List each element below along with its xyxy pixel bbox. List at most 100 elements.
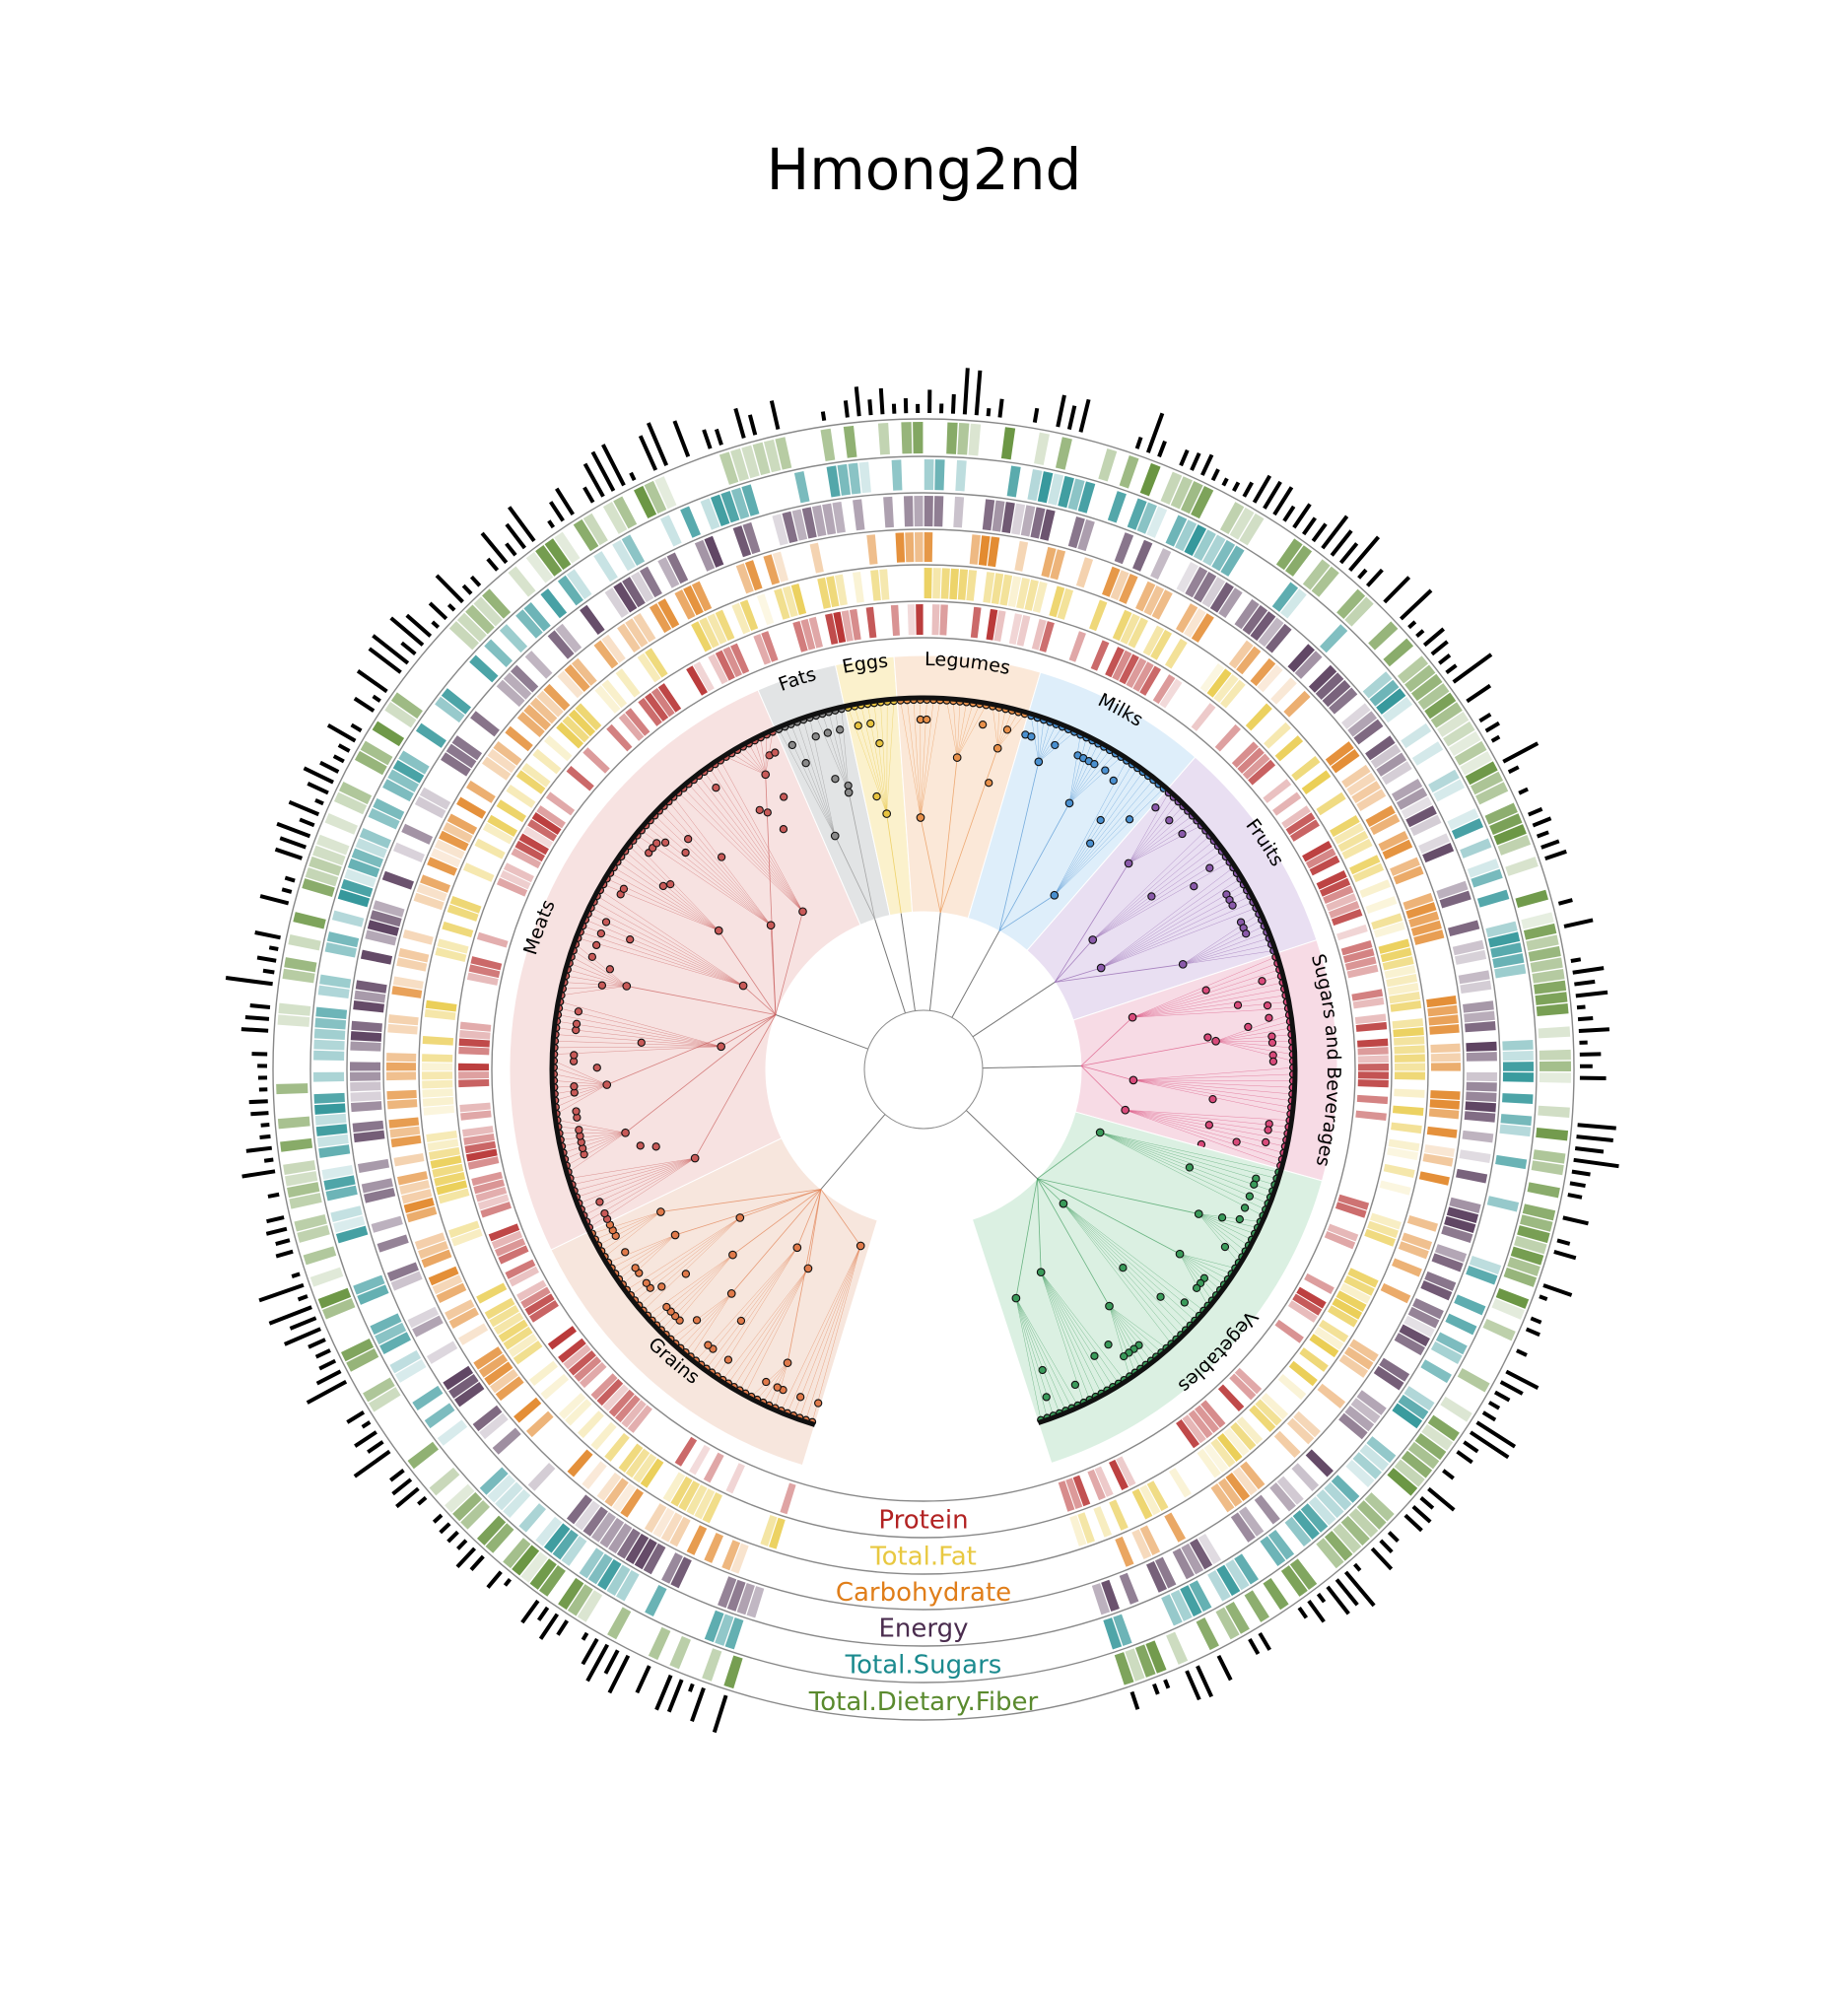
outer-bar bbox=[1578, 1027, 1610, 1034]
outer-bar bbox=[1134, 437, 1143, 449]
ring-cell bbox=[627, 1405, 652, 1433]
ring-energy bbox=[350, 496, 1497, 1618]
outer-bar bbox=[275, 1249, 294, 1259]
ring-cell bbox=[1347, 711, 1378, 737]
internal-node bbox=[622, 982, 632, 991]
ring-cell bbox=[1165, 515, 1188, 547]
ring-cell bbox=[615, 668, 641, 698]
ring-cell bbox=[1270, 677, 1297, 705]
ring-cell bbox=[633, 1453, 657, 1483]
outer-bar bbox=[1196, 1665, 1214, 1698]
ring-cell bbox=[1102, 566, 1121, 597]
leaf-branch bbox=[658, 810, 772, 926]
outer-bar bbox=[263, 1157, 274, 1163]
ring-cell bbox=[817, 577, 832, 609]
ring-cell bbox=[477, 1194, 510, 1210]
ring-cell bbox=[407, 1306, 440, 1329]
ring-cell bbox=[1431, 1253, 1464, 1272]
internal-branch bbox=[739, 1189, 822, 1218]
ring-cell bbox=[386, 1262, 419, 1281]
tree-node bbox=[1232, 1137, 1241, 1146]
outer-bar bbox=[581, 1637, 599, 1666]
leaf-branch bbox=[792, 1245, 861, 1416]
ring-cell bbox=[1427, 1004, 1459, 1017]
ring-cell bbox=[437, 938, 469, 954]
ring-cell bbox=[390, 1134, 422, 1148]
ring-label-energy: Energy bbox=[878, 1615, 968, 1644]
outer-bar bbox=[547, 519, 556, 529]
leaf-branch bbox=[907, 700, 922, 818]
leaf-branch bbox=[805, 1245, 861, 1420]
outer-bar bbox=[1129, 1690, 1140, 1710]
ring-cell bbox=[1323, 885, 1354, 905]
ring-cell bbox=[525, 1410, 554, 1438]
tree-node bbox=[660, 838, 670, 847]
leaf-branch bbox=[621, 856, 719, 931]
ring-cell bbox=[1492, 953, 1525, 969]
ring-cell bbox=[412, 1385, 444, 1410]
ring-cell bbox=[1317, 1383, 1346, 1409]
ring-cell bbox=[1494, 963, 1527, 979]
ring-cell bbox=[503, 862, 534, 883]
ring-cell bbox=[1365, 896, 1398, 914]
leaf-branch bbox=[996, 709, 1006, 749]
leaf-branch bbox=[1062, 1203, 1177, 1340]
outer-bar bbox=[1481, 1410, 1497, 1422]
ring-cell bbox=[1371, 913, 1403, 930]
ring-border bbox=[272, 418, 1575, 1721]
outer-bar bbox=[276, 821, 311, 839]
ring-cell bbox=[1089, 599, 1108, 632]
ring-cell bbox=[719, 451, 739, 485]
tree-node bbox=[1125, 815, 1134, 824]
outer-bar bbox=[432, 1513, 444, 1524]
ring-cell bbox=[1390, 857, 1420, 876]
ring-cell bbox=[1014, 540, 1029, 572]
leaf-branch bbox=[568, 1133, 626, 1173]
ring-cell bbox=[432, 1274, 463, 1295]
outer-bar bbox=[854, 386, 861, 417]
ring-cell bbox=[1110, 570, 1129, 601]
ring-cell bbox=[1316, 1538, 1344, 1569]
ring-cell bbox=[1299, 1347, 1329, 1372]
tree-node bbox=[1201, 986, 1210, 995]
ring-cell bbox=[1521, 912, 1554, 929]
internal-node bbox=[1175, 1249, 1185, 1259]
ring-cell bbox=[1357, 1079, 1389, 1088]
outer-bar bbox=[1407, 620, 1417, 630]
leaf-branch bbox=[1068, 756, 1122, 804]
root-branch bbox=[972, 982, 1056, 1038]
ring-cell bbox=[730, 487, 750, 519]
ring-cell bbox=[1328, 1305, 1358, 1328]
outer-bar bbox=[1232, 481, 1241, 493]
leaf-branch bbox=[1215, 1014, 1289, 1042]
outer-bar bbox=[391, 1478, 413, 1496]
outer-bar bbox=[249, 1003, 271, 1009]
ring-cell bbox=[725, 1463, 745, 1494]
ring-cell bbox=[1430, 1063, 1461, 1071]
tree-node bbox=[642, 1278, 650, 1287]
ring-cell bbox=[422, 1079, 453, 1089]
internal-node bbox=[602, 1080, 612, 1089]
ring-cell bbox=[932, 568, 941, 599]
ring-cell bbox=[370, 1313, 402, 1336]
ring-cell bbox=[1284, 1516, 1312, 1546]
tree-node bbox=[780, 792, 788, 801]
ring-cell bbox=[1139, 1525, 1161, 1555]
ring-cell bbox=[335, 1225, 369, 1244]
ring-cell bbox=[604, 587, 630, 618]
ring-cell bbox=[702, 1492, 722, 1524]
ring-cell bbox=[347, 858, 380, 878]
ring-cell bbox=[277, 1116, 310, 1130]
ring-label-total-sugars: Total.Sugars bbox=[845, 1651, 1002, 1681]
ring-label-carbohydrate: Carbohydrate bbox=[836, 1578, 1011, 1608]
tree-node bbox=[574, 1007, 583, 1016]
leaf-branch bbox=[1125, 1109, 1288, 1134]
ring-cell bbox=[1538, 1105, 1570, 1118]
ring-cell bbox=[1405, 902, 1437, 920]
leaf-branch bbox=[709, 768, 803, 912]
ring-total-dietary-fiber bbox=[276, 422, 1571, 1689]
leaf-branch bbox=[1109, 1305, 1157, 1357]
ring-cell bbox=[386, 1062, 417, 1071]
outer-bar bbox=[354, 1430, 377, 1448]
tree-node bbox=[1119, 1264, 1128, 1272]
